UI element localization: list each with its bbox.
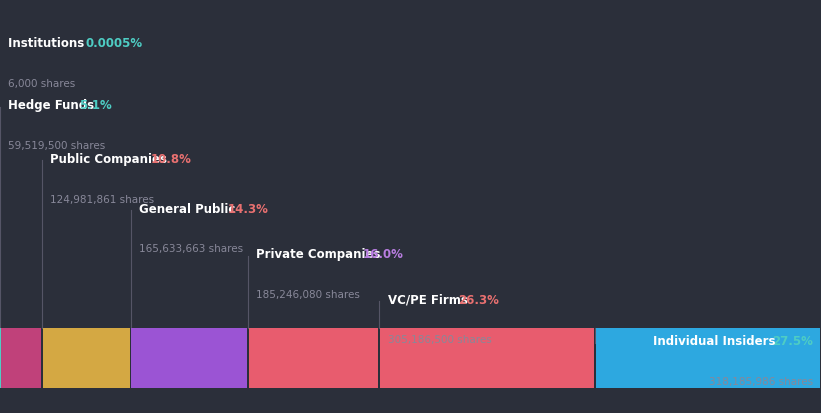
Text: 124,981,861 shares: 124,981,861 shares — [50, 194, 154, 204]
Text: Individual Insiders: Individual Insiders — [653, 335, 779, 347]
Text: Hedge Funds: Hedge Funds — [8, 99, 99, 112]
Text: 10.8%: 10.8% — [150, 153, 191, 166]
Text: VC/PE Firms: VC/PE Firms — [388, 293, 471, 306]
Text: 305,186,500 shares: 305,186,500 shares — [388, 335, 491, 344]
Text: 26.3%: 26.3% — [458, 293, 499, 306]
Text: Private Companies: Private Companies — [256, 248, 385, 261]
Text: 0.0005%: 0.0005% — [85, 37, 142, 50]
Bar — [43, 328, 130, 388]
Text: 5.1%: 5.1% — [79, 99, 112, 112]
Text: 59,519,500 shares: 59,519,500 shares — [8, 140, 105, 150]
Text: 165,633,663 shares: 165,633,663 shares — [139, 244, 243, 254]
Text: General Public: General Public — [139, 202, 239, 215]
Bar — [380, 328, 594, 388]
Bar — [131, 328, 247, 388]
Text: 185,246,080 shares: 185,246,080 shares — [256, 289, 360, 299]
Bar — [596, 328, 820, 388]
Text: 14.3%: 14.3% — [227, 202, 268, 215]
Text: Institutions: Institutions — [8, 37, 89, 50]
Text: Public Companies: Public Companies — [50, 153, 172, 166]
Text: 318,185,986 shares: 318,185,986 shares — [709, 376, 813, 386]
Bar — [249, 328, 378, 388]
Bar — [0, 328, 1, 388]
Bar — [1, 328, 41, 388]
Text: 6,000 shares: 6,000 shares — [8, 78, 76, 88]
Text: 27.5%: 27.5% — [772, 335, 813, 347]
Text: 16.0%: 16.0% — [363, 248, 403, 261]
